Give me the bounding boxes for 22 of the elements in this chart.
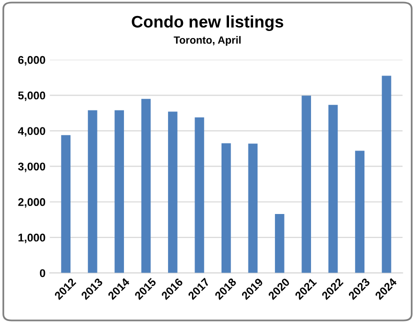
y-tick-label: 3,000 xyxy=(18,162,46,172)
y-tick-label: 1,000 xyxy=(18,234,46,244)
bar xyxy=(61,135,71,273)
bar xyxy=(302,96,312,273)
chart-subtitle: Toronto, April xyxy=(174,36,241,46)
y-tick-label: 5,000 xyxy=(18,92,46,102)
bar xyxy=(194,117,204,273)
y-tick-label: 0 xyxy=(40,269,46,278)
bar xyxy=(248,144,258,273)
bar xyxy=(88,110,98,273)
bar xyxy=(141,98,151,273)
chart-title: Condo new listings xyxy=(132,15,284,31)
y-tick-label: 6,000 xyxy=(18,56,46,66)
y-tick-label: 2,000 xyxy=(18,198,46,208)
bar xyxy=(328,104,338,273)
bar xyxy=(355,150,364,273)
bar xyxy=(382,76,392,273)
bar xyxy=(114,110,124,273)
bar xyxy=(222,143,231,273)
y-tick-label: 4,000 xyxy=(18,127,46,137)
bar xyxy=(168,112,178,273)
bar xyxy=(274,214,284,273)
